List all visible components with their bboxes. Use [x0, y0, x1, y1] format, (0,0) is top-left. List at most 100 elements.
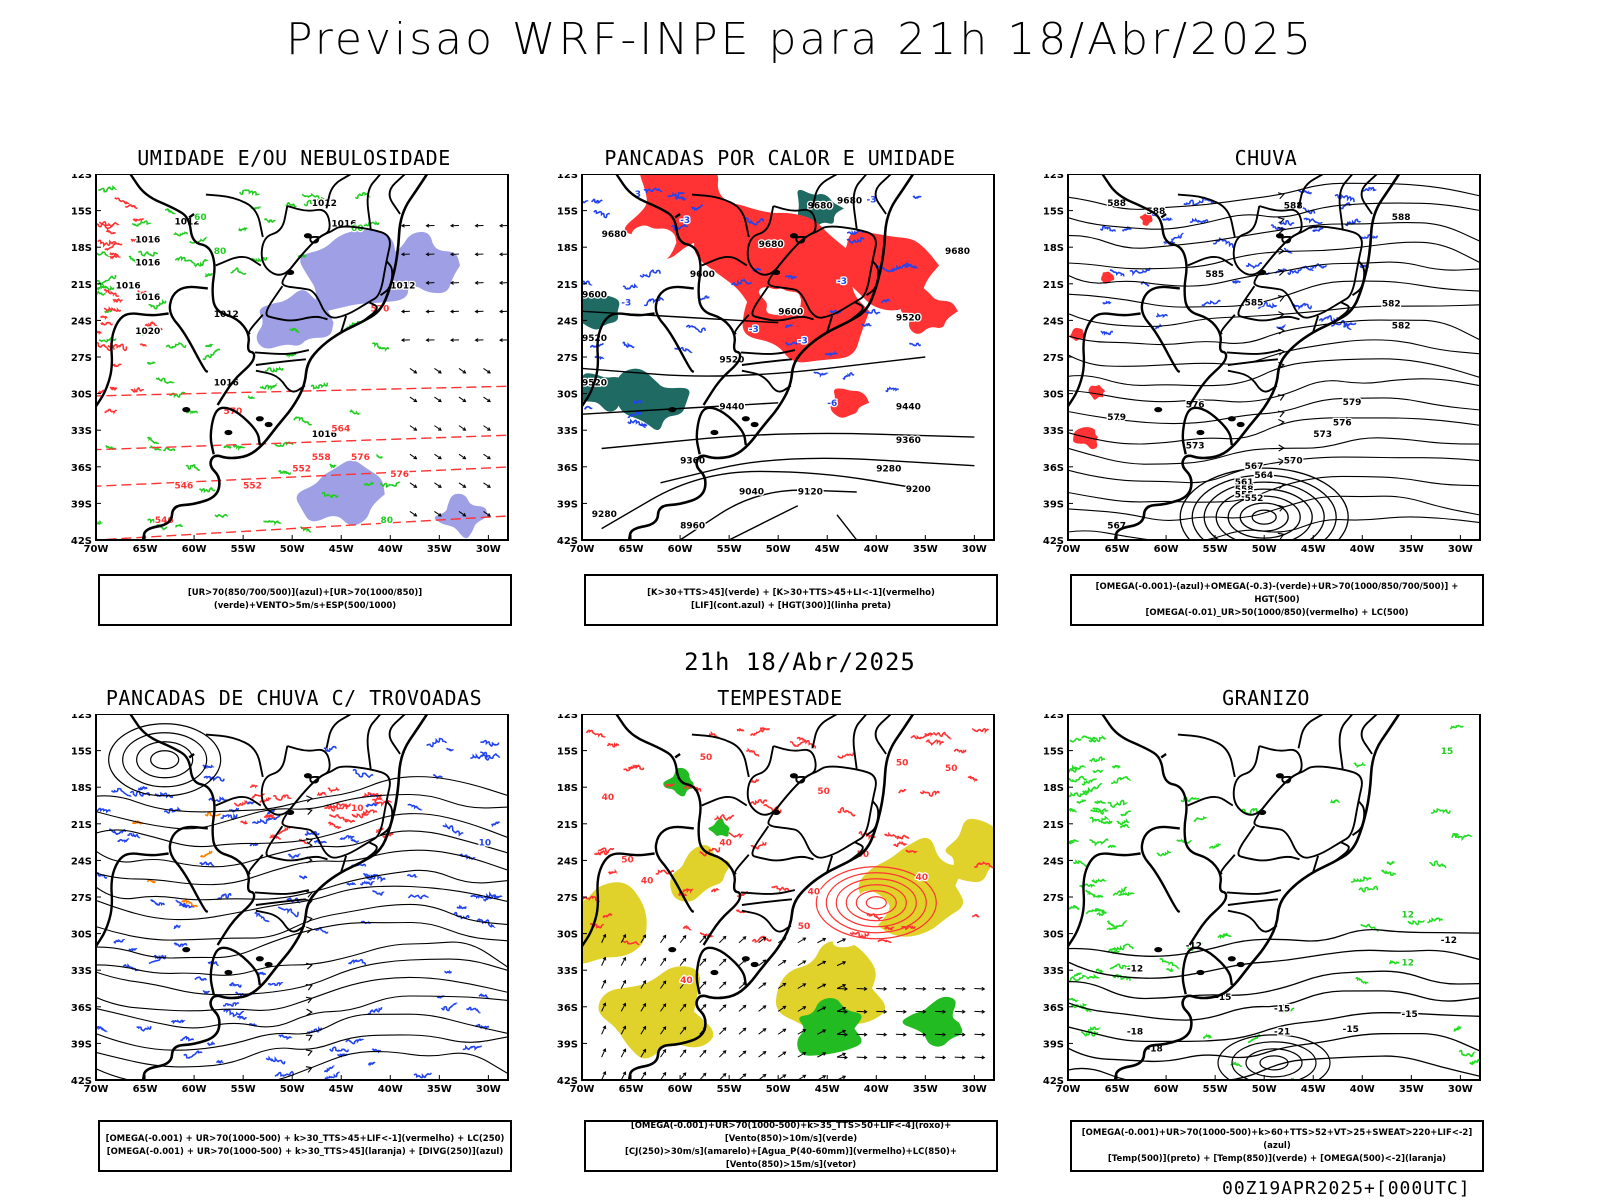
state-border — [366, 714, 382, 770]
state-border — [215, 256, 262, 267]
contour-label: 546 — [174, 482, 193, 492]
wind-vector — [458, 453, 466, 460]
wind-vector-head — [762, 959, 767, 964]
divergence-250 — [324, 1070, 341, 1080]
wind-vector-head — [662, 957, 667, 962]
wind-vector-head — [413, 398, 418, 403]
wind-vector-head — [662, 980, 667, 985]
precip-water-red — [953, 748, 967, 754]
omega-blue — [1100, 330, 1114, 336]
divergence-250 — [346, 881, 357, 886]
contour-label: -21 — [1274, 1027, 1290, 1037]
lake-mark — [1275, 233, 1284, 239]
x-tick-label: 30W — [476, 544, 501, 555]
streamline — [96, 776, 508, 813]
contour-label: 9040 — [739, 487, 764, 497]
y-tick-label: 15S — [71, 207, 92, 218]
legend-line: [LIF](cont.azul) + [HGT(300)](linha pret… — [690, 601, 892, 611]
contour-label: 573 — [1186, 442, 1205, 452]
wind-vector-head — [981, 986, 986, 991]
thickness-contour — [146, 327, 163, 335]
streamline — [1068, 495, 1480, 521]
state-border — [1312, 315, 1320, 333]
clear-area — [631, 225, 677, 261]
streamline — [1068, 241, 1480, 270]
lake-mark — [255, 416, 264, 422]
contour-label: 546 — [155, 516, 174, 526]
lake-mark — [710, 969, 719, 976]
wind-vector-head — [682, 980, 687, 985]
height-300-contour — [728, 505, 799, 540]
divergence-250 — [339, 835, 355, 840]
lifted-index-contour — [674, 196, 687, 202]
streamline-arrow — [305, 962, 313, 970]
coastline — [1113, 714, 1412, 1081]
y-tick-label: 18S — [557, 243, 578, 254]
temp-500-contour — [1068, 970, 1480, 1000]
temp-850-green — [1120, 810, 1132, 817]
state-border — [795, 235, 806, 244]
lake-mark — [1154, 407, 1163, 413]
wind-vector-head — [722, 981, 727, 986]
y-tick-label: 30S — [71, 930, 92, 941]
geography — [94, 174, 440, 541]
temp-850-green — [1380, 869, 1397, 877]
divergence-250 — [96, 1025, 108, 1033]
wind-vector-head — [474, 309, 479, 314]
contour-label: 40 — [680, 976, 693, 986]
wind-vector-head — [981, 1009, 986, 1014]
divergence-250 — [249, 842, 259, 847]
wind-vector-head — [782, 1005, 787, 1010]
contour-label: 564 — [331, 424, 350, 434]
lake-mark — [286, 269, 295, 275]
lifted-index-contour — [744, 217, 765, 226]
precip-water-red — [901, 924, 916, 931]
legend-line: [CJ(250)>30m/s](amarelo)+[Agua_P(40-60mm… — [624, 1147, 958, 1170]
state-border — [1351, 260, 1366, 296]
wind-vector — [679, 1026, 687, 1035]
omega-blue — [1109, 269, 1125, 277]
contour-label: 40 — [719, 839, 732, 849]
wind-vector — [620, 1026, 626, 1035]
wind-vector-head — [413, 455, 418, 460]
country-border — [188, 213, 195, 219]
divergence-250 — [306, 1025, 322, 1034]
country-border — [674, 753, 681, 759]
contour-label: 9680 — [759, 240, 784, 250]
wind-vector — [817, 1029, 826, 1035]
streamline — [1068, 202, 1480, 230]
lifted-index-contour — [912, 195, 922, 200]
contour-label: 50 — [857, 850, 870, 860]
state-border — [1338, 714, 1354, 770]
x-tick-label: 40W — [864, 1084, 889, 1095]
wind-vector-head — [499, 280, 503, 285]
legend-line: [OMEGA(-0.01)_UR>50(1000/850)(vermelho) … — [1145, 607, 1409, 618]
temp-850-green — [1427, 917, 1443, 924]
omega-blue — [1129, 267, 1151, 277]
temp-850-green — [1089, 838, 1109, 847]
legend-line: [OMEGA(-0.001) + UR>70(1000-500) + k>30_… — [106, 1147, 504, 1157]
temp-500-contour — [1068, 1012, 1480, 1043]
divergence-250 — [329, 1046, 349, 1053]
temp-850-green — [1112, 886, 1128, 897]
streamline — [96, 903, 508, 941]
humidity-1000-850 — [204, 343, 214, 348]
temp-850-green — [1110, 776, 1132, 785]
wind-vector-head — [474, 223, 479, 228]
divergence-250 — [208, 796, 227, 803]
y-tick-label: 30S — [557, 930, 578, 941]
temp-500-contour — [1068, 1032, 1480, 1063]
wind-vector-head — [413, 512, 418, 517]
divergence-250 — [137, 785, 148, 791]
state-border — [733, 314, 750, 335]
precip-water-red — [682, 925, 692, 931]
wind-vector — [620, 1071, 626, 1080]
x-tick-label: 35W — [1399, 1084, 1424, 1095]
streamline — [1068, 378, 1480, 403]
streamline-arrow — [306, 841, 313, 849]
wind-vector — [679, 1072, 687, 1080]
plot-area: 50 50 40 40 50 50 40 40 40 50 40 50 50 — [582, 727, 994, 1080]
y-tick-label: 12S — [557, 174, 578, 181]
legend-line: [OMEGA(-0.001)+UR>70(1000-500)+k>60+TTS>… — [1081, 1127, 1473, 1151]
